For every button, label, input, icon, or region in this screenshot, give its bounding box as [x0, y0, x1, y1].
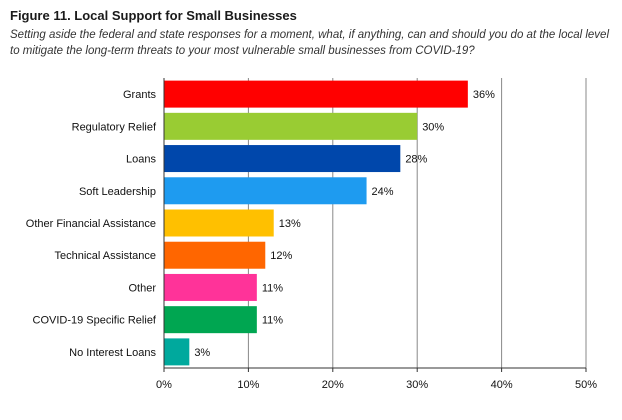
value-label: 11%: [262, 282, 283, 294]
x-tick-label: 30%: [406, 379, 428, 391]
category-label: Soft Leadership: [79, 186, 156, 198]
x-tick-label: 50%: [575, 379, 597, 391]
category-label: Regulatory Relief: [72, 121, 157, 133]
category-label: Other: [128, 282, 156, 294]
category-label: Other Financial Assistance: [26, 218, 156, 230]
value-label: 36%: [473, 89, 495, 101]
bar: [164, 112, 418, 140]
category-label: No Interest Loans: [69, 347, 156, 359]
value-label: 13%: [279, 218, 301, 230]
bar: [164, 80, 468, 108]
value-label: 3%: [194, 347, 210, 359]
category-label: COVID-19 Specific Relief: [33, 315, 157, 327]
category-label: Technical Assistance: [55, 250, 157, 262]
bar: [164, 145, 401, 173]
bar: [164, 241, 266, 269]
bar: [164, 209, 274, 237]
value-label: 24%: [372, 186, 394, 198]
value-label: 30%: [422, 121, 444, 133]
category-label: Loans: [126, 154, 156, 166]
x-tick-label: 20%: [322, 379, 344, 391]
figure-subtitle: Setting aside the federal and state resp…: [10, 29, 610, 57]
x-tick-label: 40%: [491, 379, 513, 391]
bar: [164, 177, 367, 205]
bar: [164, 306, 257, 334]
figure-title: Figure 11. Local Support for Small Busin…: [10, 8, 297, 23]
bar: [164, 338, 190, 366]
value-label: 11%: [262, 315, 283, 327]
category-label: Grants: [123, 89, 157, 101]
value-label: 12%: [270, 250, 292, 262]
value-label: 28%: [405, 154, 427, 166]
x-tick-label: 0%: [156, 379, 172, 391]
bar: [164, 273, 257, 301]
x-tick-label: 10%: [237, 379, 259, 391]
